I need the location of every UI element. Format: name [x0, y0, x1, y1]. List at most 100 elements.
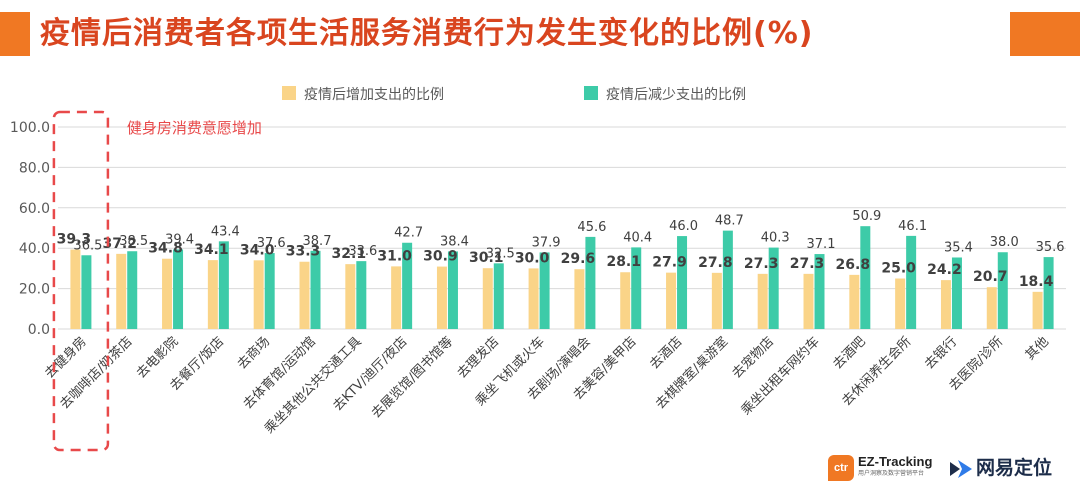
- bar-increase: [574, 269, 585, 329]
- bar-increase: [391, 266, 402, 329]
- bar-decrease: [951, 257, 962, 329]
- title-band: 疫情后消费者各项生活服务消费行为发生变化的比例(%): [0, 12, 1080, 56]
- bar-increase: [116, 253, 127, 329]
- y-tick-label: 100.0: [10, 120, 50, 136]
- ez-tracking-name: EZ-Tracking: [858, 454, 933, 469]
- highlight-box: [52, 110, 110, 452]
- netease-location-name: 网易定位: [976, 458, 1053, 479]
- data-label-increase: 26.8: [836, 257, 871, 273]
- bar-decrease: [814, 254, 825, 329]
- data-label-decrease: 37.9: [532, 235, 561, 250]
- bar-decrease: [310, 250, 321, 329]
- data-label-decrease: 37.6: [257, 236, 286, 251]
- data-label-decrease: 40.4: [623, 230, 652, 245]
- ctr-logo: ctr: [828, 455, 854, 481]
- bar-increase: [986, 287, 997, 329]
- data-label-increase: 27.3: [790, 256, 825, 272]
- bar-decrease: [539, 252, 550, 329]
- data-label-decrease: 32.5: [486, 246, 515, 261]
- data-label-increase: 30.9: [423, 249, 458, 265]
- bar-increase: [345, 264, 356, 329]
- data-label-increase: 28.1: [606, 254, 641, 270]
- legend-swatch: [282, 86, 296, 100]
- data-label-increase: 37.2: [102, 236, 137, 252]
- bar-decrease: [1043, 257, 1054, 329]
- data-label-decrease: 43.4: [211, 224, 240, 239]
- data-label-increase: 34.1: [194, 242, 229, 258]
- y-tick-label: 80.0: [19, 160, 50, 176]
- bar-increase: [620, 272, 631, 329]
- category-label: 去展览馆/图书馆等: [368, 334, 456, 422]
- category-label: 去酒吧: [830, 334, 868, 372]
- bar-increase: [803, 273, 814, 329]
- bar-increase: [757, 273, 768, 329]
- data-label-increase: 20.7: [973, 269, 1008, 285]
- bar-decrease: [173, 249, 184, 329]
- category-label: 去银行: [922, 334, 960, 372]
- data-label-increase: 39.3: [57, 232, 92, 248]
- bar-increase: [436, 266, 447, 329]
- category-label: 其他: [1023, 334, 1052, 363]
- bar-decrease: [402, 242, 413, 329]
- legend-swatch: [584, 86, 598, 100]
- data-label-decrease: 46.0: [669, 219, 698, 234]
- data-label-decrease: 38.0: [990, 235, 1019, 250]
- annotation-text: 健身房消费意愿增加: [127, 119, 262, 137]
- data-label-increase: 27.8: [698, 255, 733, 271]
- title-accent-right: [1010, 12, 1080, 56]
- category-label: 去宠物店: [729, 334, 777, 382]
- bar-increase: [711, 272, 722, 329]
- data-label-decrease: 35.4: [944, 240, 973, 255]
- data-label-increase: 29.6: [561, 251, 596, 267]
- data-label-increase: 33.3: [286, 244, 321, 260]
- bar-increase: [253, 260, 264, 329]
- y-tick-label: 60.0: [19, 201, 50, 217]
- bar-decrease: [860, 226, 871, 329]
- bar-decrease: [677, 236, 688, 329]
- chart-title: 疫情后消费者各项生活服务消费行为发生变化的比例(%): [40, 16, 814, 51]
- category-label: 去酒店: [647, 334, 685, 372]
- ez-tracking-subtitle: 用户洞察及数字营销平台: [858, 471, 925, 477]
- category-label: 去商场: [235, 334, 273, 372]
- bar-decrease: [768, 247, 779, 329]
- category-label: 去理发店: [454, 334, 502, 382]
- bar-decrease: [81, 255, 92, 329]
- data-label-decrease: 39.4: [165, 232, 194, 247]
- bar-decrease: [585, 236, 596, 329]
- legend-label: 疫情后减少支出的比例: [606, 87, 746, 103]
- bar-increase: [482, 268, 493, 329]
- data-label-increase: 24.2: [927, 262, 962, 278]
- data-label-decrease: 37.1: [807, 237, 836, 252]
- bar-increase: [299, 261, 310, 329]
- bar-decrease: [447, 251, 458, 329]
- bar-decrease: [218, 241, 229, 329]
- data-label-decrease: 50.9: [852, 209, 881, 224]
- data-label-decrease: 33.6: [348, 244, 377, 259]
- bar-decrease: [127, 251, 138, 329]
- data-label-increase: 32.1: [332, 246, 367, 262]
- bar-decrease: [356, 261, 367, 329]
- location-arrow-icon: [950, 460, 972, 478]
- data-label-increase: 18.4: [1019, 274, 1054, 290]
- category-label: 乘坐出租车网约车: [738, 334, 823, 419]
- data-label-decrease: 36.5: [73, 238, 102, 253]
- ez-tracking-logo: EZ-Tracking 用户洞察及数字营销平台: [858, 454, 936, 484]
- netease-location-logo: 网易定位: [948, 456, 1068, 482]
- data-label-increase: 34.8: [148, 241, 183, 257]
- bar-decrease: [997, 252, 1008, 329]
- bar-decrease: [493, 263, 504, 329]
- bar-decrease: [722, 230, 733, 329]
- bar-increase: [940, 280, 951, 329]
- data-label-decrease: 45.6: [577, 220, 606, 235]
- data-label-decrease: 40.3: [761, 231, 790, 246]
- bar-increase: [1032, 291, 1043, 329]
- bar-increase: [528, 268, 539, 329]
- data-label-increase: 25.0: [881, 261, 916, 277]
- data-label-decrease: 35.6: [1036, 240, 1065, 255]
- bar-increase: [162, 258, 173, 329]
- title-accent-left: [0, 12, 30, 56]
- data-label-decrease: 48.7: [715, 214, 744, 229]
- data-label-increase: 31.0: [377, 248, 412, 264]
- data-label-decrease: 38.7: [303, 234, 332, 249]
